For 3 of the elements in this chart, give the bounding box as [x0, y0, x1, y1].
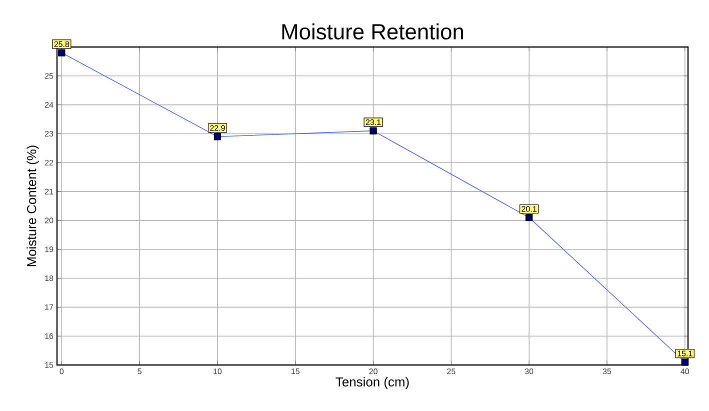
y-axis-title: Moisture Content (%) [26, 146, 39, 266]
chart-title: Moisture Retention [282, 23, 464, 40]
x-axis-title: Tension (cm) [336, 376, 409, 390]
